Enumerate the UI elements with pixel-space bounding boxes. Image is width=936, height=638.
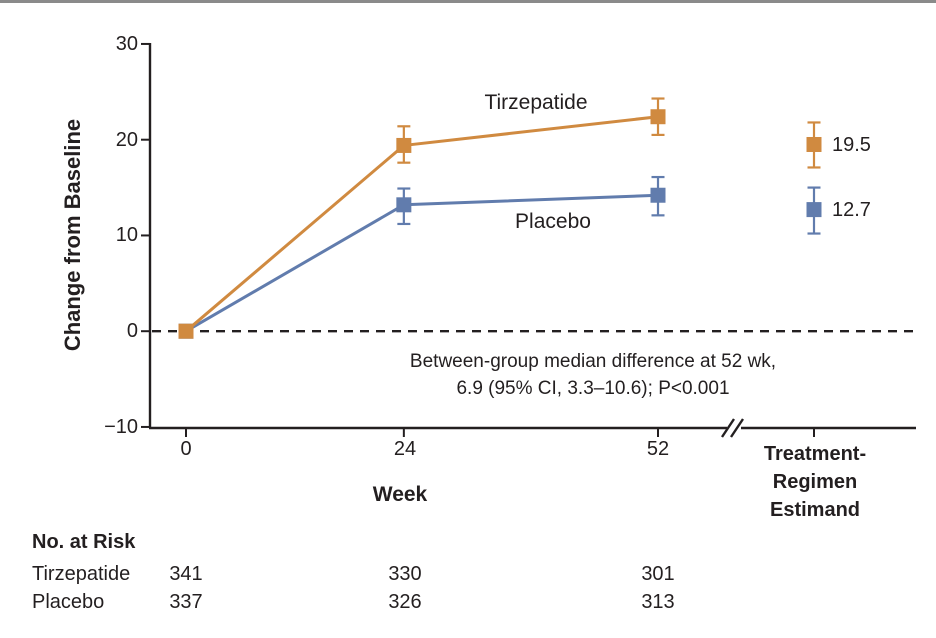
tirzepatide-marker [396, 137, 412, 153]
tirzepatide-marker [650, 109, 666, 125]
series-label-tirzepatide: Tirzepatide [484, 91, 588, 114]
placebo-marker [650, 187, 666, 203]
x-tick-label-0: 0 [180, 438, 192, 460]
x-tick-label-52: 52 [646, 438, 670, 460]
estimand-label-line-1: Treatment- [763, 443, 867, 465]
risk-cell-wk52: 301 [641, 563, 675, 585]
risk-cell-wk24: 330 [388, 563, 422, 585]
annotation-line-1: Between-group median difference at 52 wk… [409, 351, 777, 372]
tirzepatide-marker [178, 323, 194, 339]
estimand-label-line-3: Estimand [769, 499, 861, 521]
between-group-difference-annotation: Between-group median difference at 52 wk… [343, 348, 843, 402]
y-tick-label-neg10: −10 [104, 416, 138, 438]
series-label-placebo: Placebo [515, 210, 591, 233]
y-tick-label-10: 10 [115, 224, 138, 246]
risk-cell-wk52: 313 [641, 591, 675, 613]
risk-cell-wk0: 337 [169, 591, 203, 613]
axis-break-slash-2 [730, 418, 744, 438]
placebo-marker [396, 197, 412, 213]
annotation-line-2: 6.9 (95% CI, 3.3–10.6); P<0.001 [456, 378, 730, 399]
estimand-value-placebo: 12.7 [832, 199, 871, 221]
x-tick-label-24: 24 [393, 438, 417, 460]
risk-cell-wk0: 341 [169, 563, 203, 585]
x-axis-title: Week [372, 483, 428, 506]
x-tick-label-treatment-regimen-estimand: Treatment- Regimen Estimand [740, 440, 890, 524]
y-tick-label-20: 20 [115, 129, 138, 151]
placebo-estimand-marker [806, 202, 822, 218]
risk-table-header: No. at Risk [32, 531, 136, 553]
axis-break-slash-1 [721, 418, 735, 438]
tirzepatide-estimand-marker [806, 136, 822, 152]
risk-row-label: Placebo [32, 591, 105, 613]
risk-row-label: Tirzepatide [32, 563, 131, 585]
estimand-label-line-2: Regimen [772, 471, 858, 493]
top-border-rule [0, 0, 936, 3]
y-tick-label-0: 0 [126, 320, 138, 342]
y-tick-label-30: 30 [115, 33, 138, 55]
risk-cell-wk24: 326 [388, 591, 422, 613]
estimand-value-tirzepatide: 19.5 [832, 134, 871, 156]
